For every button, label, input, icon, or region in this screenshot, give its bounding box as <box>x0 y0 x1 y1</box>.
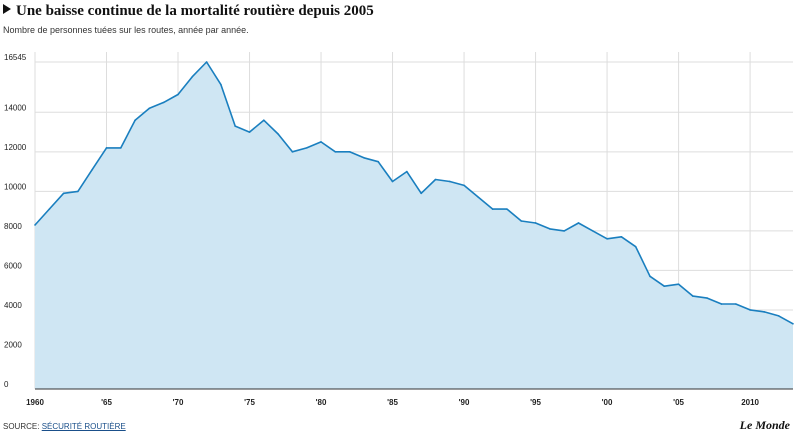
data-point <box>677 283 680 286</box>
data-point <box>91 168 94 171</box>
y-tick-label: 2000 <box>4 340 22 349</box>
x-tick-label: '80 <box>316 398 327 407</box>
y-tick-label: 4000 <box>4 301 22 310</box>
data-point <box>463 184 465 187</box>
y-tick-label: 16545 <box>4 53 27 62</box>
data-point <box>162 101 165 104</box>
data-point <box>534 222 537 224</box>
data-point <box>577 222 580 224</box>
data-point <box>520 220 523 222</box>
data-point <box>506 208 508 210</box>
deaths-line <box>34 61 794 325</box>
data-point <box>477 196 480 199</box>
data-point <box>377 160 380 163</box>
data-point <box>692 295 694 297</box>
data-point <box>491 208 494 210</box>
chart-title: Une baisse continue de la mortalité rout… <box>3 3 374 20</box>
data-point <box>563 230 565 232</box>
data-point <box>606 237 608 240</box>
y-tick-label: 6000 <box>4 261 22 270</box>
data-point <box>234 125 237 127</box>
data-point <box>406 170 408 173</box>
data-point <box>34 224 36 226</box>
points-layer <box>34 61 794 325</box>
source-label: SOURCE: <box>3 422 40 431</box>
data-point <box>148 107 151 110</box>
data-point <box>248 131 251 133</box>
data-point <box>48 208 51 210</box>
y-tick-label: 0 <box>4 380 9 389</box>
data-point <box>777 315 780 317</box>
data-point <box>549 228 551 230</box>
x-tick-label: '05 <box>673 398 684 407</box>
data-point <box>334 151 337 153</box>
data-point <box>120 147 122 149</box>
data-point <box>320 141 322 143</box>
data-point <box>620 236 623 238</box>
x-axis: 1960 '65 '70 '75 '80 '85 '90 '95 '00 '05 2010 <box>26 388 793 407</box>
x-tick-label: '00 <box>602 398 613 407</box>
source-link[interactable]: SÉCURITÉ ROUTIÈRE <box>41 422 126 431</box>
deaths-area <box>35 62 793 389</box>
source-note: SOURCE: SÉCURITÉ ROUTIÈRE <box>3 422 126 431</box>
data-point <box>220 83 222 86</box>
data-point <box>720 303 723 305</box>
y-tick-label: 8000 <box>4 222 22 231</box>
data-point <box>763 311 766 313</box>
data-point <box>348 151 351 153</box>
data-point <box>305 147 308 149</box>
data-point <box>706 297 708 299</box>
data-point <box>105 147 108 149</box>
data-point <box>191 75 194 78</box>
y-axis: 0 2000 4000 6000 8000 10000 12000 14000 16545 <box>4 53 27 389</box>
x-tick-label: '95 <box>530 398 541 407</box>
data-point <box>263 119 265 122</box>
chart-subtitle: Nombre de personnes tuées sur les routes… <box>3 25 249 35</box>
y-tick-label: 10000 <box>4 182 27 191</box>
data-point <box>663 285 666 288</box>
data-point <box>792 322 794 325</box>
data-point <box>434 178 437 181</box>
x-tick-label: 1960 <box>26 398 44 407</box>
x-tick-label: '90 <box>459 398 470 407</box>
data-point <box>634 245 637 248</box>
x-tick-label: '85 <box>387 398 398 407</box>
le-monde-logo: Le Monde <box>739 418 790 432</box>
data-point <box>448 180 451 183</box>
x-tick-label: '70 <box>173 398 184 407</box>
chart-title-text: Une baisse continue de la mortalité rout… <box>16 3 374 19</box>
data-point <box>205 61 208 63</box>
data-point <box>591 230 594 232</box>
data-point <box>291 151 294 153</box>
data-point <box>649 275 651 278</box>
data-point <box>749 309 751 311</box>
data-point <box>77 190 79 193</box>
data-point <box>420 192 422 195</box>
data-point <box>277 133 279 135</box>
x-tick-label: '75 <box>244 398 255 407</box>
data-point <box>62 192 65 195</box>
data-point <box>177 93 179 96</box>
data-point <box>363 156 365 159</box>
y-tick-label: 12000 <box>4 143 27 152</box>
data-point <box>134 119 136 122</box>
triangle-marker-icon <box>3 4 11 14</box>
data-point <box>734 303 737 305</box>
x-tick-label: 2010 <box>741 398 759 407</box>
y-tick-label: 14000 <box>4 103 27 112</box>
data-point <box>391 180 394 183</box>
x-tick-label: '65 <box>101 398 112 407</box>
